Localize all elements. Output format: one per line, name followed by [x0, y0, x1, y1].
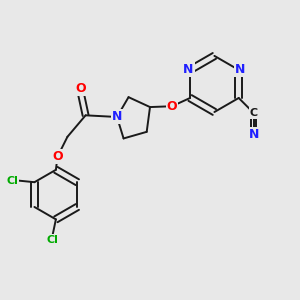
Text: Cl: Cl: [6, 176, 18, 185]
Text: Cl: Cl: [46, 235, 58, 245]
Text: O: O: [167, 100, 177, 113]
Text: O: O: [75, 82, 86, 95]
Text: N: N: [235, 63, 245, 76]
Text: N: N: [112, 110, 122, 124]
Text: N: N: [248, 128, 259, 141]
Text: C: C: [250, 108, 258, 118]
Text: N: N: [183, 63, 194, 76]
Text: O: O: [52, 150, 63, 163]
